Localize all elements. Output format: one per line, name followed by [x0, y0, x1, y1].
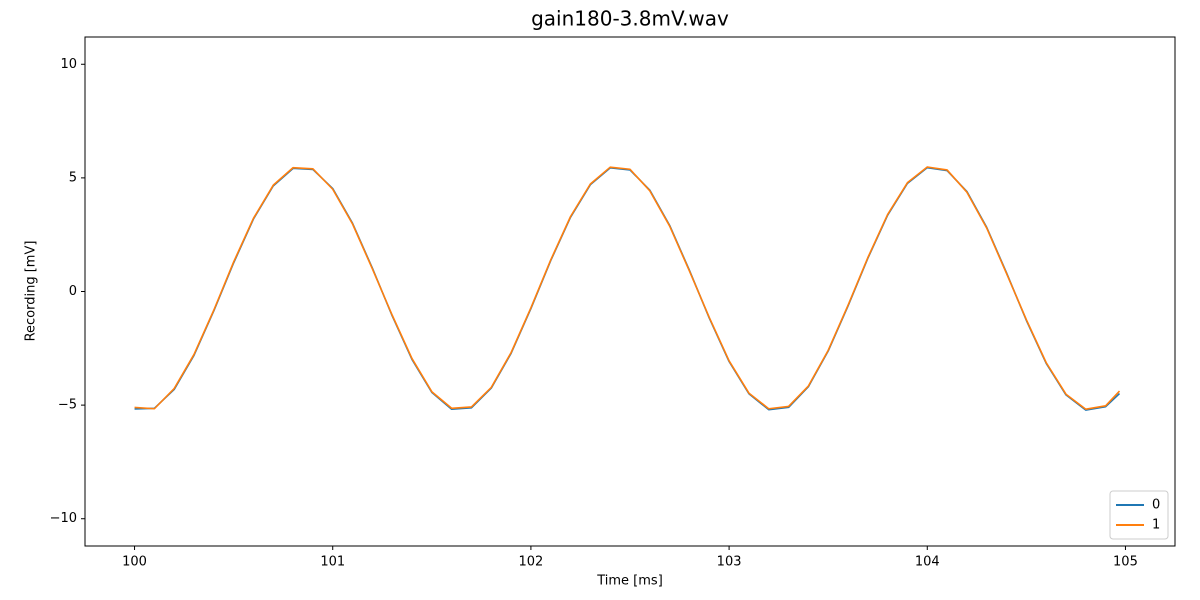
- y-tick-label: −10: [50, 511, 77, 526]
- x-tick-label: 105: [1113, 555, 1138, 570]
- data-line: [134, 166, 1121, 411]
- y-tick-label: 0: [69, 284, 77, 299]
- legend-box: [1109, 490, 1169, 540]
- y-axis-label: Recording [mV]: [24, 241, 39, 342]
- data-line: [134, 166, 1121, 411]
- legend-label: 1: [1152, 518, 1160, 533]
- y-tick-label: 10: [60, 57, 77, 72]
- chart-title: gain180-3.8mV.wav: [531, 7, 729, 31]
- x-tick-label: 104: [915, 555, 940, 570]
- y-tick-label: −5: [58, 398, 77, 413]
- y-tick-label: 5: [69, 170, 77, 185]
- x-tick-label: 100: [122, 555, 147, 570]
- x-tick-label: 101: [320, 555, 345, 570]
- x-axis-label: Time [ms]: [596, 574, 663, 589]
- legend-label: 0: [1152, 498, 1160, 513]
- x-tick-label: 102: [518, 555, 543, 570]
- x-tick-label: 103: [717, 555, 742, 570]
- plot-frame: [84, 36, 1176, 547]
